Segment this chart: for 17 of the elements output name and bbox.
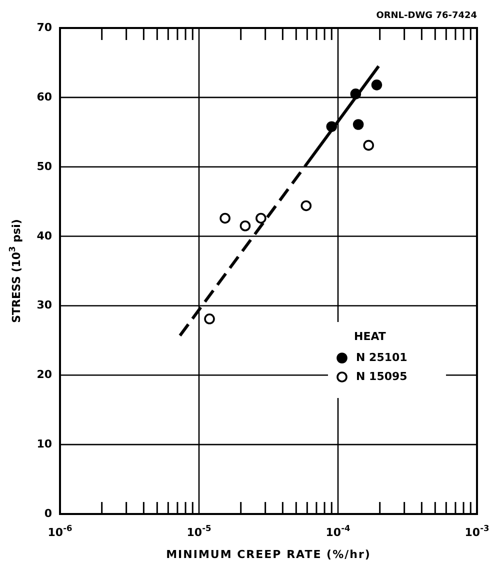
y-tick-label: 60	[36, 90, 52, 104]
x-tick-label: 10$^{-5}$	[186, 523, 212, 539]
x-axis-title: MINIMUM CREEP RATE (%/hr)	[166, 548, 371, 561]
y-tick-label: 10	[36, 438, 52, 451]
text: ORNL-DWG 76-7424	[376, 11, 477, 21]
y-tick-label: 50	[36, 160, 52, 173]
x-tick-label: 10$^{-6}$	[48, 523, 72, 539]
y-tick-label: 0	[44, 507, 52, 520]
legend-label: N 15095	[356, 370, 408, 384]
legend-label: N 25101	[356, 351, 408, 364]
x-tick-label: 10$^{-3}$	[464, 523, 490, 539]
legend-title: HEAT	[354, 330, 386, 343]
y-tick-label: 20	[36, 368, 52, 382]
y-tick-label: 70	[36, 21, 52, 34]
x-tick-label: 10$^{-4}$	[326, 523, 350, 539]
y-tick-label: 30	[36, 298, 52, 312]
y-tick-label: 40	[36, 229, 52, 242]
